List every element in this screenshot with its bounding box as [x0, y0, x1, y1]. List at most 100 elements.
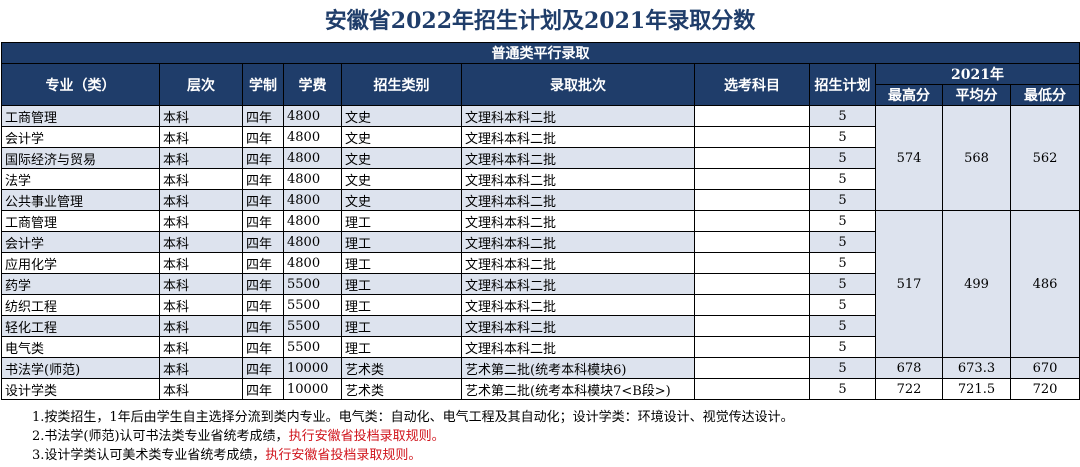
score-min: 670 [1010, 357, 1080, 379]
footnote-3: 3.设计学类认可美术类专业省统考成绩，执行安徽省投档录取规则。 [32, 446, 1080, 465]
cell-level: 本科 [159, 231, 243, 253]
cell-subjects [694, 147, 810, 169]
footnote-2: 2.书法学(师范)认可书法类专业省统考成绩，执行安徽省投档录取规则。 [32, 427, 1080, 446]
cell-category: 文史 [341, 105, 462, 127]
cell-major: 会计学 [1, 231, 160, 253]
cell-subjects [694, 273, 810, 295]
cell-batch: 文理科本科二批 [461, 336, 695, 358]
header-fee: 学费 [283, 63, 342, 106]
cell-batch: 文理科本科二批 [461, 147, 695, 169]
table-row: 工商管理 本科 四年 4800 理工 文理科本科二批 5 517 499 486 [1, 210, 1080, 358]
cell-major: 会计学 [1, 126, 160, 148]
cell-fee: 10000 [283, 357, 342, 379]
cell-batch: 文理科本科二批 [461, 273, 695, 295]
cell-duration: 四年 [242, 336, 284, 358]
cell-plan: 5 [809, 273, 876, 295]
cell-category: 理工 [341, 252, 462, 274]
cell-duration: 四年 [242, 147, 284, 169]
cell-batch: 文理科本科二批 [461, 294, 695, 316]
cell-major: 国际经济与贸易 [1, 147, 160, 169]
score-max: 722 [875, 378, 943, 400]
cell-major: 设计学类 [1, 378, 160, 400]
cell-subjects [694, 378, 810, 400]
cell-fee: 4800 [283, 168, 342, 190]
cell-major: 工商管理 [1, 210, 160, 232]
cell-plan: 5 [809, 378, 876, 400]
table-row: 药学 本科 四年 5500 理工 文理科本科二批 5 [1, 273, 1080, 295]
cell-level: 本科 [159, 357, 243, 379]
cell-batch: 文理科本科二批 [461, 168, 695, 190]
cell-category: 文史 [341, 126, 462, 148]
cell-duration: 四年 [242, 105, 284, 127]
cell-major: 工商管理 [1, 105, 160, 127]
cell-duration: 四年 [242, 210, 284, 232]
score-min: 562 [1010, 105, 1080, 211]
cell-duration: 四年 [242, 126, 284, 148]
header-subjects: 选考科目 [694, 63, 810, 106]
header-duration: 学制 [242, 63, 284, 106]
cell-batch: 文理科本科二批 [461, 210, 695, 232]
score-min: 720 [1010, 378, 1080, 400]
table-row: 会计学 本科 四年 4800 文史 文理科本科二批 5 [1, 126, 1080, 148]
footnote-text: 3.设计学类认可美术类专业省统考成绩， [32, 448, 266, 463]
cell-plan: 5 [809, 168, 876, 190]
cell-fee: 10000 [283, 378, 342, 400]
cell-fee: 4800 [283, 105, 342, 127]
cell-duration: 四年 [242, 168, 284, 190]
score-avg: 673.3 [942, 357, 1011, 379]
cell-major: 法学 [1, 168, 160, 190]
footnote-highlight: 执行安徽省投档录取规则。 [288, 429, 445, 444]
cell-level: 本科 [159, 147, 243, 169]
header-category: 招生类别 [341, 63, 462, 106]
cell-plan: 5 [809, 231, 876, 253]
cell-fee: 5500 [283, 273, 342, 295]
cell-major: 公共事业管理 [1, 189, 160, 211]
cell-major: 药学 [1, 273, 160, 295]
cell-plan: 5 [809, 315, 876, 337]
cell-subjects [694, 168, 810, 190]
table-row: 会计学 本科 四年 4800 理工 文理科本科二批 5 [1, 231, 1080, 253]
cell-fee: 5500 [283, 336, 342, 358]
cell-duration: 四年 [242, 357, 284, 379]
cell-batch: 文理科本科二批 [461, 252, 695, 274]
cell-category: 理工 [341, 231, 462, 253]
cell-category: 文史 [341, 168, 462, 190]
cell-plan: 5 [809, 105, 876, 127]
cell-subjects [694, 336, 810, 358]
cell-batch: 文理科本科二批 [461, 231, 695, 253]
header-major: 专业（类） [1, 63, 160, 106]
score-avg: 721.5 [942, 378, 1011, 400]
cell-major: 书法学(师范) [1, 357, 160, 379]
cell-level: 本科 [159, 294, 243, 316]
cell-subjects [694, 357, 810, 379]
header-level: 层次 [159, 63, 243, 106]
table-row: 公共事业管理 本科 四年 4800 文史 文理科本科二批 5 [1, 189, 1080, 211]
footnote-1: 1.按类招生，1年后由学生自主选择分流到类内专业。电气类：自动化、电气工程及其自… [32, 408, 1080, 427]
table-row: 电气类 本科 四年 5500 理工 文理科本科二批 5 [1, 336, 1080, 358]
cell-category: 理工 [341, 336, 462, 358]
header-min: 最低分 [1010, 84, 1080, 106]
cell-subjects [694, 126, 810, 148]
cell-fee: 4800 [283, 210, 342, 232]
admission-table: 普通类平行录取 专业（类） 层次 学制 学费 招生类别 录取批次 选考科目 招生… [1, 42, 1080, 400]
score-max: 574 [875, 105, 943, 211]
header-batch: 录取批次 [461, 63, 695, 106]
cell-fee: 4800 [283, 252, 342, 274]
header-plan: 招生计划 [809, 63, 876, 106]
table-body: 工商管理 本科 四年 4800 文史 文理科本科二批 5 574 568 562 会计学 本科 四年 48… [1, 105, 1080, 400]
cell-batch: 文理科本科二批 [461, 315, 695, 337]
cell-level: 本科 [159, 315, 243, 337]
cell-plan: 5 [809, 294, 876, 316]
cell-subjects [694, 294, 810, 316]
cell-subjects [694, 210, 810, 232]
cell-fee: 4800 [283, 231, 342, 253]
cell-duration: 四年 [242, 273, 284, 295]
cell-fee: 4800 [283, 189, 342, 211]
cell-batch: 文理科本科二批 [461, 105, 695, 127]
cell-level: 本科 [159, 210, 243, 232]
cell-plan: 5 [809, 147, 876, 169]
cell-major: 应用化学 [1, 252, 160, 274]
cell-category: 艺术类 [341, 357, 462, 379]
footnote-text: 1.按类招生，1年后由学生自主选择分流到类内专业。电气类：自动化、电气工程及其自… [32, 410, 794, 425]
section-header: 普通类平行录取 [1, 42, 1080, 64]
